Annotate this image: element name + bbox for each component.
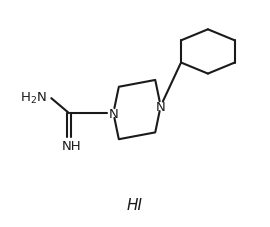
Text: H$_2$N: H$_2$N	[21, 90, 47, 105]
Text: NH: NH	[62, 139, 81, 152]
Text: N: N	[109, 107, 118, 120]
Text: HI: HI	[127, 197, 143, 212]
Text: N: N	[156, 100, 166, 113]
